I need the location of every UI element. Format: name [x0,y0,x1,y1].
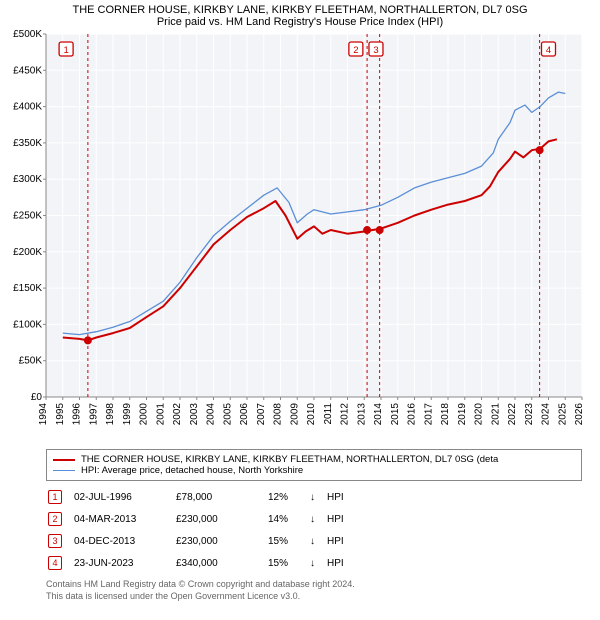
svg-text:2016: 2016 [407,403,418,426]
svg-text:2009: 2009 [289,403,300,426]
svg-text:1997: 1997 [88,403,99,426]
legend: THE CORNER HOUSE, KIRKBY LANE, KIRKBY FL… [46,449,582,481]
event-date: 02-JUL-1996 [74,487,174,507]
svg-text:2000: 2000 [139,403,150,426]
svg-text:2018: 2018 [440,403,451,426]
svg-text:2014: 2014 [373,403,384,426]
svg-text:2019: 2019 [457,403,468,426]
legend-item: HPI: Average price, detached house, Nort… [53,465,575,476]
svg-text:2002: 2002 [172,403,183,426]
svg-text:2007: 2007 [256,403,267,426]
svg-text:2013: 2013 [356,403,367,426]
event-price: £230,000 [176,531,266,551]
svg-text:2005: 2005 [222,403,233,426]
legend-item: THE CORNER HOUSE, KIRKBY LANE, KIRKBY FL… [53,454,575,465]
legend-swatch [53,470,75,471]
event-marker: 3 [48,534,62,548]
event-date: 04-MAR-2013 [74,509,174,529]
svg-text:£0: £0 [31,392,43,403]
svg-text:2010: 2010 [306,403,317,426]
svg-text:1999: 1999 [122,403,133,426]
legend-label: HPI: Average price, detached house, Nort… [81,465,303,476]
svg-text:2017: 2017 [423,403,434,426]
svg-text:£500K: £500K [13,30,42,40]
svg-text:2003: 2003 [189,403,200,426]
svg-text:2025: 2025 [557,403,568,426]
event-date: 23-JUN-2023 [74,553,174,573]
svg-text:2026: 2026 [574,403,585,426]
footer-attribution: Contains HM Land Registry data © Crown c… [46,579,582,602]
svg-text:£250K: £250K [13,211,42,222]
svg-text:£200K: £200K [13,247,42,258]
svg-text:4: 4 [546,45,551,56]
svg-text:2024: 2024 [541,403,552,426]
svg-text:£350K: £350K [13,138,42,149]
svg-text:2015: 2015 [390,403,401,426]
svg-text:2008: 2008 [273,403,284,426]
chart-title-line2: Price paid vs. HM Land Registry's House … [8,16,592,28]
svg-text:£300K: £300K [13,174,42,185]
svg-text:2: 2 [353,45,358,56]
legend-label: THE CORNER HOUSE, KIRKBY LANE, KIRKBY FL… [81,454,498,465]
event-row: 2 04-MAR-2013£230,00014%↓HPI [48,509,354,529]
svg-text:1995: 1995 [55,403,66,426]
svg-text:1996: 1996 [72,403,83,426]
svg-text:3: 3 [373,45,378,56]
event-price: £230,000 [176,509,266,529]
event-delta: 15% [268,531,308,551]
event-delta: 12% [268,487,308,507]
footer-line2: This data is licensed under the Open Gov… [46,591,582,603]
event-price: £340,000 [176,553,266,573]
svg-text:2021: 2021 [490,403,501,426]
svg-text:£50K: £50K [19,356,43,367]
legend-swatch [53,459,75,461]
events-table: 102-JUL-1996£78,00012%↓HPI204-MAR-2013£2… [46,485,356,575]
event-delta: 15% [268,553,308,573]
svg-text:2023: 2023 [524,403,535,426]
svg-text:1994: 1994 [38,403,49,426]
svg-text:2020: 2020 [474,403,485,426]
event-vs: HPI [327,553,354,573]
event-marker: 1 [48,490,62,504]
event-vs: HPI [327,531,354,551]
svg-text:£400K: £400K [13,102,42,113]
event-marker: 4 [48,556,62,570]
event-arrow-icon: ↓ [310,553,325,573]
event-arrow-icon: ↓ [310,509,325,529]
event-arrow-icon: ↓ [310,531,325,551]
event-price: £78,000 [176,487,266,507]
svg-text:2022: 2022 [507,403,518,426]
event-vs: HPI [327,509,354,529]
svg-text:£450K: £450K [13,65,42,76]
svg-text:2011: 2011 [323,403,334,425]
svg-text:2004: 2004 [206,403,217,426]
event-row: 4 23-JUN-2023£340,00015%↓HPI [48,553,354,573]
svg-text:1: 1 [63,45,68,56]
event-date: 04-DEC-2013 [74,531,174,551]
svg-text:£100K: £100K [13,319,42,330]
event-marker: 2 [48,512,62,526]
chart-container: THE CORNER HOUSE, KIRKBY LANE, KIRKBY FL… [0,0,600,620]
title-block: THE CORNER HOUSE, KIRKBY LANE, KIRKBY FL… [0,0,600,30]
plot-area: £0 £50K £100K £150K £200K £250K £300K £350K £400… [0,30,600,445]
event-row: 1 02-JUL-1996£78,00012%↓HPI [48,487,354,507]
line-chart-svg: £0 £50K £100K £150K £200K £250K £300K £350K £400… [0,30,600,445]
svg-text:2006: 2006 [239,403,250,426]
event-row: 3 04-DEC-2013£230,00015%↓HPI [48,531,354,551]
chart-title-line1: THE CORNER HOUSE, KIRKBY LANE, KIRKBY FL… [8,4,592,16]
svg-text:2001: 2001 [155,403,166,426]
svg-text:2012: 2012 [340,403,351,426]
event-delta: 14% [268,509,308,529]
footer-line1: Contains HM Land Registry data © Crown c… [46,579,582,591]
svg-text:1998: 1998 [105,403,116,426]
event-arrow-icon: ↓ [310,487,325,507]
event-vs: HPI [327,487,354,507]
svg-text:£150K: £150K [13,283,42,294]
